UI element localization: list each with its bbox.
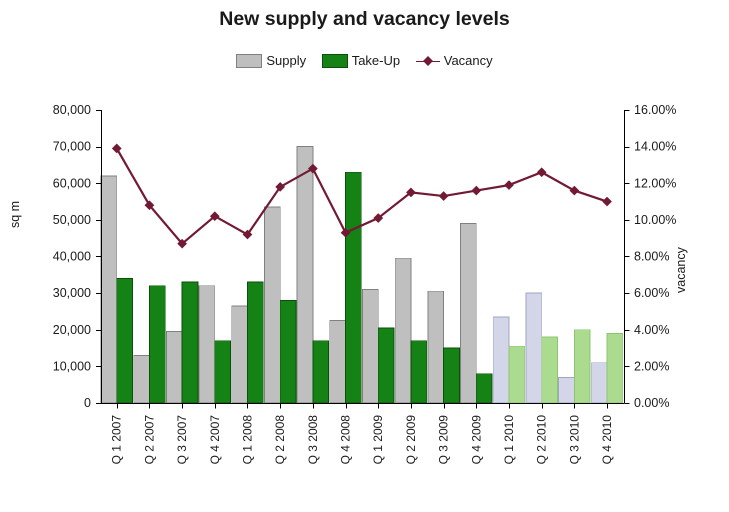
svg-text:Q 3 2008: Q 3 2008	[306, 415, 320, 465]
svg-text:Q 3 2009: Q 3 2009	[437, 415, 451, 465]
svg-text:2.00%: 2.00%	[634, 359, 669, 373]
svg-text:8.00%: 8.00%	[634, 250, 669, 264]
svg-text:30,000: 30,000	[53, 286, 91, 300]
svg-text:Q 3 2007: Q 3 2007	[175, 415, 189, 465]
svg-text:Q 2 2008: Q 2 2008	[273, 415, 287, 465]
svg-text:6.00%: 6.00%	[634, 286, 669, 300]
svg-text:Q 2 2009: Q 2 2009	[404, 415, 418, 465]
svg-text:70,000: 70,000	[53, 140, 91, 154]
svg-text:0: 0	[84, 396, 91, 410]
svg-text:40,000: 40,000	[53, 250, 91, 264]
svg-text:Q 1 2007: Q 1 2007	[110, 415, 124, 465]
svg-text:4.00%: 4.00%	[634, 323, 669, 337]
svg-text:Q 4 2007: Q 4 2007	[208, 415, 222, 465]
svg-text:50,000: 50,000	[53, 213, 91, 227]
svg-text:12.00%: 12.00%	[634, 176, 676, 190]
svg-text:Q 2 2007: Q 2 2007	[142, 415, 156, 465]
svg-text:10.00%: 10.00%	[634, 213, 676, 227]
svg-text:Q 3 2010: Q 3 2010	[567, 415, 581, 465]
svg-text:14.00%: 14.00%	[634, 140, 676, 154]
svg-text:80,000: 80,000	[53, 103, 91, 117]
svg-text:60,000: 60,000	[53, 176, 91, 190]
svg-text:10,000: 10,000	[53, 359, 91, 373]
svg-text:0.00%: 0.00%	[634, 396, 669, 410]
svg-text:Q 4 2008: Q 4 2008	[339, 415, 353, 465]
svg-text:Q 4 2009: Q 4 2009	[469, 415, 483, 465]
svg-text:Q 4 2010: Q 4 2010	[600, 415, 614, 465]
svg-text:16.00%: 16.00%	[634, 103, 676, 117]
svg-text:Q 1 2008: Q 1 2008	[240, 415, 254, 465]
svg-text:Q 1 2010: Q 1 2010	[502, 415, 516, 465]
svg-text:Q 2 2010: Q 2 2010	[535, 415, 549, 465]
svg-text:20,000: 20,000	[53, 323, 91, 337]
svg-text:Q 1 2009: Q 1 2009	[371, 415, 385, 465]
